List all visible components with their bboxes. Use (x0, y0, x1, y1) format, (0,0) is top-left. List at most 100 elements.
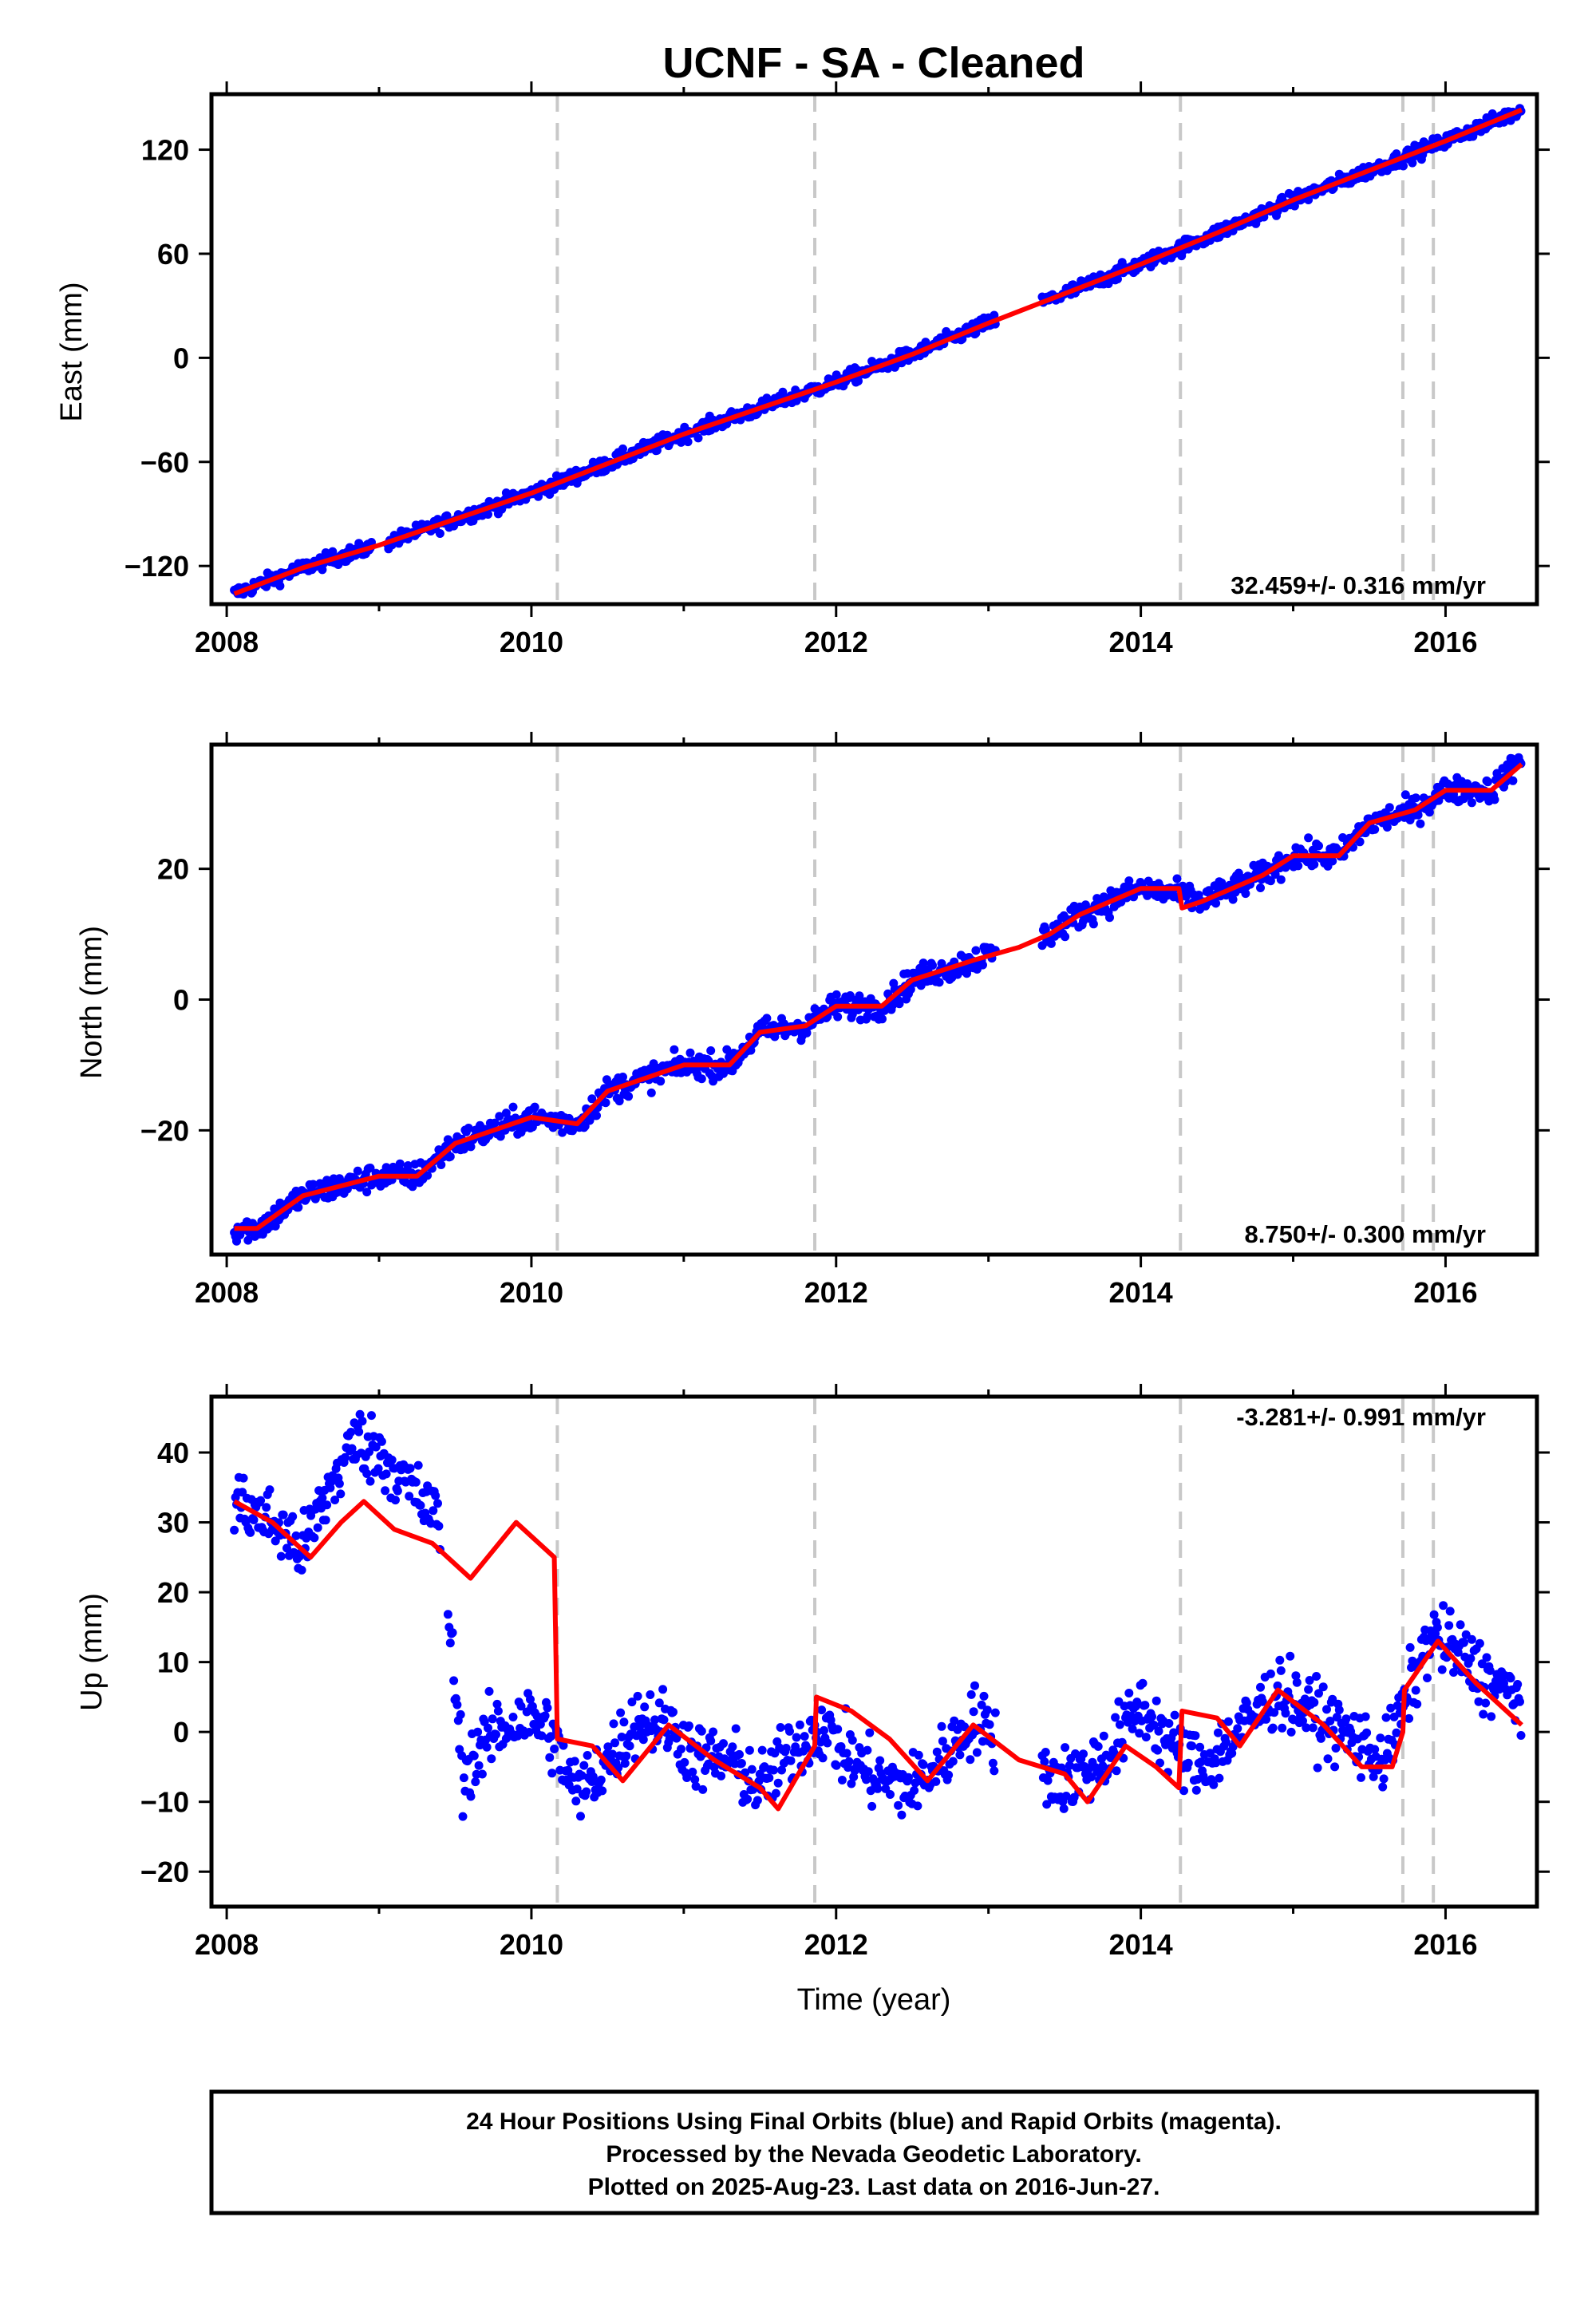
north-data-point (697, 1074, 706, 1084)
up-data-point (377, 1437, 386, 1446)
up-x-tick-label: 2016 (1413, 1928, 1477, 1961)
up-data-point (622, 1751, 631, 1761)
up-data-point (433, 1499, 442, 1508)
up-data-point (1444, 1621, 1454, 1630)
up-data-point (1242, 1698, 1251, 1708)
up-data-point (757, 1745, 767, 1755)
east-y-axis-label: East (mm) (55, 282, 89, 421)
east-data-point (1113, 275, 1122, 284)
up-data-point (680, 1757, 689, 1767)
north-data-point (670, 1045, 679, 1054)
north-data-point (490, 1118, 500, 1128)
up-data-point (373, 1464, 383, 1473)
up-data-point (1323, 1754, 1333, 1764)
up-data-point (955, 1750, 965, 1760)
up-data-point (1461, 1630, 1471, 1639)
north-panel: 2008 2010 2012 2014 2016 −20 0 20 North (mm) 8.… (75, 732, 1550, 1309)
up-data-point (1273, 1681, 1282, 1690)
up-data-point (1138, 1678, 1148, 1688)
up-data-point (979, 1691, 989, 1701)
up-data-point (1332, 1713, 1341, 1722)
up-data-point (1308, 1723, 1317, 1733)
up-data-point (1079, 1749, 1088, 1759)
north-y-tick-label: 20 (157, 853, 189, 886)
up-data-point (990, 1708, 1000, 1717)
up-data-point (818, 1753, 828, 1763)
up-data-point (1411, 1686, 1420, 1695)
up-data-point (833, 1725, 843, 1734)
up-data-point (282, 1543, 291, 1553)
up-data-point (735, 1749, 744, 1759)
up-data-point (1475, 1638, 1484, 1648)
up-data-point (1495, 1685, 1504, 1694)
up-data-point (795, 1720, 804, 1729)
north-data-point (403, 1161, 413, 1170)
north-data-point (1424, 808, 1434, 817)
up-data-point (1268, 1723, 1278, 1733)
north-data-point (508, 1102, 518, 1112)
up-data-point (1334, 1705, 1344, 1715)
up-data-point (249, 1516, 259, 1524)
up-data-point (1112, 1766, 1121, 1776)
up-data-point (966, 1690, 976, 1699)
north-data-point (1355, 837, 1365, 847)
north-data-point (863, 1011, 872, 1021)
north-data-point (1370, 824, 1380, 834)
north-data-point (365, 1164, 375, 1172)
north-data-point (895, 999, 904, 1009)
up-model-line (233, 1499, 1523, 1812)
up-data-point (1262, 1714, 1271, 1724)
up-data-point (654, 1698, 664, 1708)
up-data-point (276, 1551, 286, 1561)
up-data-point (477, 1769, 487, 1779)
footer-line-1: 24 Hour Positions Using Final Orbits (bl… (466, 2109, 1282, 2135)
up-data-point (932, 1747, 942, 1757)
up-data-point (633, 1691, 642, 1701)
north-data-point (1088, 919, 1098, 929)
north-data-point (1385, 803, 1394, 812)
up-data-point (1506, 1674, 1515, 1683)
up-data-point (747, 1765, 757, 1774)
north-data-point (423, 1171, 433, 1180)
north-data-point (656, 1077, 666, 1086)
east-data-point (1392, 149, 1401, 159)
up-data-point (474, 1761, 484, 1770)
up-data-point (371, 1442, 381, 1452)
up-data-point (938, 1737, 947, 1746)
up-data-point (1325, 1717, 1335, 1725)
up-data-point (867, 1801, 877, 1811)
north-data-point (934, 978, 944, 987)
north-data-point (1241, 889, 1250, 899)
up-data-point (570, 1757, 579, 1766)
up-data-point (1286, 1651, 1295, 1661)
up-data-point (365, 1447, 374, 1456)
up-data-point (1059, 1804, 1069, 1813)
up-plot-area: 2008 2010 2012 2014 2016 −20 −10 0 10 20 30 40 (140, 1384, 1550, 1961)
east-x-tick-label: 2016 (1413, 626, 1477, 658)
east-panel: 2008 2010 2012 2014 2016 −120 −60 0 60 120 East (… (55, 81, 1550, 658)
up-data-point (1412, 1699, 1422, 1709)
up-data-point (688, 1767, 697, 1777)
up-data-point (493, 1706, 503, 1716)
north-data-point (971, 946, 981, 955)
up-data-point (1485, 1666, 1495, 1675)
north-data-point (1124, 876, 1134, 886)
up-data-point (894, 1800, 903, 1810)
up-data-point (800, 1732, 809, 1741)
up-data-point (582, 1787, 591, 1796)
up-data-point (473, 1727, 483, 1737)
up-data-point (1061, 1792, 1071, 1800)
up-x-tick-label: 2014 (1109, 1928, 1173, 1961)
north-data-point (1328, 856, 1337, 866)
up-data-point (931, 1777, 941, 1786)
up-data-point (1449, 1668, 1458, 1677)
north-data-point (906, 985, 915, 994)
up-data-point (620, 1759, 630, 1768)
up-data-point (471, 1777, 480, 1787)
up-data-point (1459, 1638, 1468, 1647)
north-data-point (395, 1159, 405, 1168)
up-data-point (1227, 1749, 1237, 1758)
up-data-point (537, 1731, 547, 1741)
up-data-point (658, 1685, 668, 1694)
up-data-point (265, 1485, 275, 1495)
